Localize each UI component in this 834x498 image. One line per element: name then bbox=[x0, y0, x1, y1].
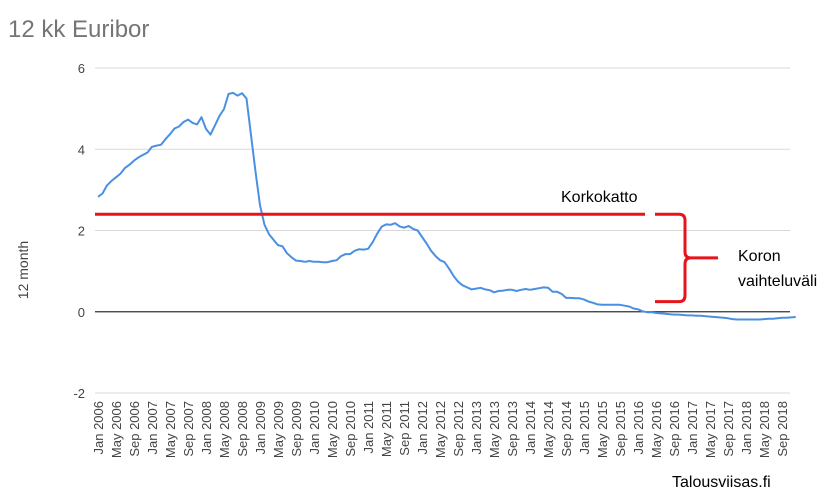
x-tick-label: May 2012 bbox=[433, 401, 448, 458]
x-tick-label: Sep 2016 bbox=[667, 401, 682, 457]
x-tick-label: Sep 2012 bbox=[451, 401, 466, 457]
series-line bbox=[97, 91, 796, 321]
x-tick-label: Sep 2006 bbox=[127, 401, 142, 457]
x-tick-label: May 2006 bbox=[109, 401, 124, 458]
x-tick-label: Jan 2006 bbox=[91, 401, 106, 455]
x-tick-label: May 2018 bbox=[757, 401, 772, 458]
x-tick-label: Sep 2017 bbox=[721, 401, 736, 457]
x-tick-label: Jan 2016 bbox=[631, 401, 646, 455]
cap-label: Korkokatto bbox=[561, 189, 638, 206]
x-tick-label: May 2007 bbox=[163, 401, 178, 458]
x-tick-label: May 2013 bbox=[487, 401, 502, 458]
x-tick-label: May 2008 bbox=[217, 401, 232, 458]
x-tick-label: Jan 2007 bbox=[145, 401, 160, 455]
y-tick-label: 4 bbox=[78, 142, 85, 157]
y-tick-label: 2 bbox=[78, 224, 85, 239]
range-label-line2: vaihteluväli bbox=[738, 273, 817, 290]
x-tick-label: Sep 2007 bbox=[181, 401, 196, 457]
y-axis-ticks: -2 0 2 4 6 bbox=[73, 61, 85, 401]
y-tick-label: 0 bbox=[78, 305, 85, 320]
x-tick-label: Sep 2018 bbox=[775, 401, 790, 457]
y-tick-label: -2 bbox=[73, 386, 85, 401]
credit-text: Talousviisas.fi bbox=[672, 474, 771, 491]
x-tick-label: Sep 2011 bbox=[397, 401, 412, 456]
x-tick-label: Sep 2010 bbox=[343, 401, 358, 457]
x-tick-label: Jan 2012 bbox=[415, 401, 430, 455]
chart-title: 12 kk Euribor bbox=[8, 16, 149, 43]
x-tick-label: Sep 2014 bbox=[559, 401, 574, 457]
x-tick-label: Jan 2017 bbox=[685, 401, 700, 455]
x-tick-label: Jan 2018 bbox=[739, 401, 754, 455]
x-tick-label: Jan 2011 bbox=[361, 401, 376, 454]
x-tick-label: Sep 2008 bbox=[235, 401, 250, 457]
x-tick-label: May 2015 bbox=[595, 401, 610, 458]
x-tick-label: May 2010 bbox=[325, 401, 340, 458]
x-tick-label: Jan 2015 bbox=[577, 401, 592, 455]
x-tick-label: Sep 2015 bbox=[613, 401, 628, 457]
x-tick-label: Jan 2013 bbox=[469, 401, 484, 455]
x-tick-label: Jan 2014 bbox=[523, 401, 538, 455]
x-tick-label: May 2014 bbox=[541, 401, 556, 458]
x-tick-label: May 2011 bbox=[379, 401, 394, 457]
x-tick-label: May 2016 bbox=[649, 401, 664, 458]
gridlines bbox=[95, 67, 790, 394]
y-tick-label: 6 bbox=[78, 61, 85, 76]
range-bracket bbox=[655, 212, 718, 304]
x-tick-label: May 2017 bbox=[703, 401, 718, 458]
x-tick-label: Sep 2009 bbox=[289, 401, 304, 457]
x-tick-label: Jan 2010 bbox=[307, 401, 322, 455]
x-tick-label: Sep 2013 bbox=[505, 401, 520, 457]
x-tick-label: Jan 2009 bbox=[253, 401, 268, 455]
x-axis-ticks: Jan 2006 May 2006 Sep 2006 Jan 2007 May 2007… bbox=[91, 401, 790, 458]
range-label-line1: Koron bbox=[738, 248, 781, 265]
x-tick-label: Jan 2008 bbox=[199, 401, 214, 455]
x-tick-label: May 2009 bbox=[271, 401, 286, 458]
y-axis-label: 12 month bbox=[15, 241, 31, 299]
